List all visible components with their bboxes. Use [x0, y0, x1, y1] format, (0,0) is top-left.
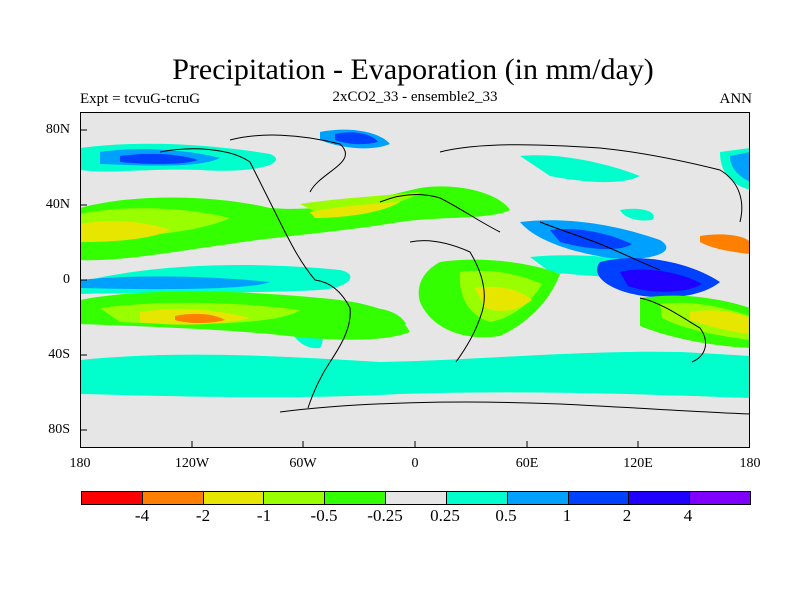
- colorbar-swatch: [568, 492, 630, 504]
- colorbar-swatch: [264, 492, 326, 504]
- lat-label-40s: 40S: [48, 347, 70, 362]
- lat-label-80s: 80S: [48, 422, 70, 437]
- contour-positive-2: [620, 269, 702, 292]
- colorbar-label: 4: [683, 506, 693, 525]
- experiment-label: Expt = tcvuG-tcruG: [80, 91, 201, 107]
- lon-label-180w: 180: [69, 456, 91, 471]
- contour-negative-1: [80, 202, 750, 334]
- colorbar-swatch: [507, 492, 569, 504]
- run-label: 2xCO2_33 - ensemble2_33: [332, 89, 498, 105]
- contour-negative-2: [175, 234, 750, 323]
- colorbar-label: 0.5: [495, 506, 517, 525]
- lat-label-40n: 40N: [45, 197, 70, 212]
- colorbar-label: 2: [622, 506, 632, 525]
- colorbar-label: -0.5: [310, 506, 338, 525]
- colorbar-swatch: [629, 492, 691, 504]
- colorbar-label: -1: [256, 506, 272, 525]
- colorbar-label: -2: [195, 506, 211, 525]
- lon-label-180e: 180: [739, 456, 761, 471]
- colorbar-swatch: [142, 492, 204, 504]
- colorbar-swatch: [325, 492, 387, 504]
- lon-label-120e: 120E: [623, 456, 653, 471]
- colorbar-swatch: [386, 492, 447, 504]
- lon-label-60w: 60W: [289, 456, 317, 471]
- coastlines: [159, 134, 750, 415]
- colorbar-swatch: [690, 492, 750, 504]
- season-label: ANN: [719, 91, 753, 107]
- colorbar-swatch: [446, 492, 508, 504]
- colorbar-label: 1: [562, 506, 572, 525]
- colorbar-label: 0.25: [430, 506, 460, 525]
- colorbar: [81, 491, 751, 505]
- lat-label-80n: 80N: [45, 122, 70, 137]
- precip-minus-evap-map: [80, 112, 750, 448]
- lon-label-60e: 60E: [515, 456, 539, 471]
- colorbar-label: -4: [134, 506, 150, 525]
- plot-title: Precipitation - Evaporation (in mm/day): [172, 53, 654, 86]
- map-panel: [80, 112, 750, 448]
- lon-label-120w: 120W: [174, 456, 210, 471]
- lon-label-0: 0: [411, 456, 419, 471]
- colorbar-swatch: [203, 492, 265, 504]
- axis-ticks: [80, 129, 639, 448]
- lat-label-0: 0: [63, 272, 70, 287]
- colorbar-label: -0.25: [367, 506, 403, 525]
- colorbar-swatch: [82, 492, 143, 504]
